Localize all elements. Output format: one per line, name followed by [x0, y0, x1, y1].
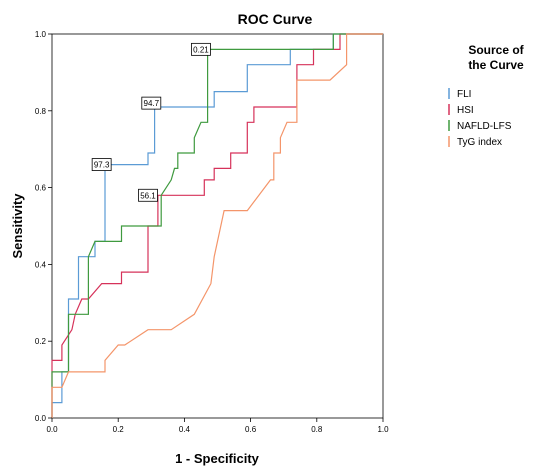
y-tick-label: 0.6 [35, 184, 47, 193]
x-tick-label: 0.8 [311, 425, 323, 434]
legend-item-tyg-index: TyG index [448, 136, 502, 148]
y-tick-label: 0.4 [35, 260, 47, 269]
annotation-box [191, 42, 211, 56]
annotation-box [141, 96, 162, 110]
y-tick-label: 0.2 [35, 337, 47, 346]
x-tick-label: 1.0 [377, 425, 389, 434]
plot-frame [51, 33, 384, 419]
x-tick-label: 0.4 [179, 425, 191, 434]
legend-label: TyG index [457, 137, 502, 148]
legend-item-hsi: HSI [448, 104, 474, 116]
annotation-text: 0.21 [193, 45, 209, 54]
chart-title: ROC Curve [238, 11, 313, 27]
legend-item-nafld-lfs: NAFLD-LFS [448, 120, 512, 132]
y-tick-label: 0.8 [35, 107, 47, 116]
annotation-box [91, 158, 112, 171]
x-tick-label: 0.2 [113, 425, 125, 434]
legend-title-line2: the Curve [468, 58, 524, 72]
x-axis-title: 1 - Specificity [175, 451, 260, 466]
annotation-label: 97.3 [91, 158, 112, 171]
series-line-hsi [51, 33, 383, 418]
x-axis-ticks: 0.0 0.2 0.4 0.6 0.8 1.0 [46, 418, 389, 434]
legend-label: NAFLD-LFS [457, 121, 512, 132]
y-axis-title: Sensitivity [10, 193, 25, 259]
y-tick-label: 1.0 [35, 30, 47, 39]
annotation-label: 56.1 [138, 188, 158, 202]
annotation-text: 56.1 [140, 191, 156, 200]
legend-title-line1: Source of [468, 43, 524, 57]
legend-items: FLI HSI NAFLD-LFS TyG index [448, 88, 512, 148]
y-tick-label: 0.0 [35, 414, 47, 423]
annotation-text: 97.3 [94, 161, 110, 170]
annotation-label: 94.7 [141, 96, 162, 110]
x-tick-label: 0.6 [245, 425, 257, 434]
legend-label: HSI [457, 105, 474, 116]
legend-item-fli: FLI [448, 88, 471, 100]
legend-label: FLI [457, 89, 471, 100]
series-line-nafld-lfs [51, 33, 383, 418]
annotation-text: 94.7 [144, 99, 160, 108]
plot-area: 0.21 94.7 97.3 56.1 [51, 33, 384, 419]
series-line-tyg-index [51, 33, 383, 418]
annotations: 0.21 94.7 97.3 56.1 [91, 42, 211, 202]
annotation-box [138, 188, 158, 202]
y-axis-ticks: 0.0 0.2 0.4 0.6 0.8 1.0 [35, 30, 52, 423]
annotation-label: 0.21 [191, 42, 211, 56]
x-tick-label: 0.0 [46, 425, 58, 434]
legend: Source of the Curve FLI HSI NAFLD-LFS TyG i… [448, 43, 525, 148]
series-lines [51, 33, 383, 418]
